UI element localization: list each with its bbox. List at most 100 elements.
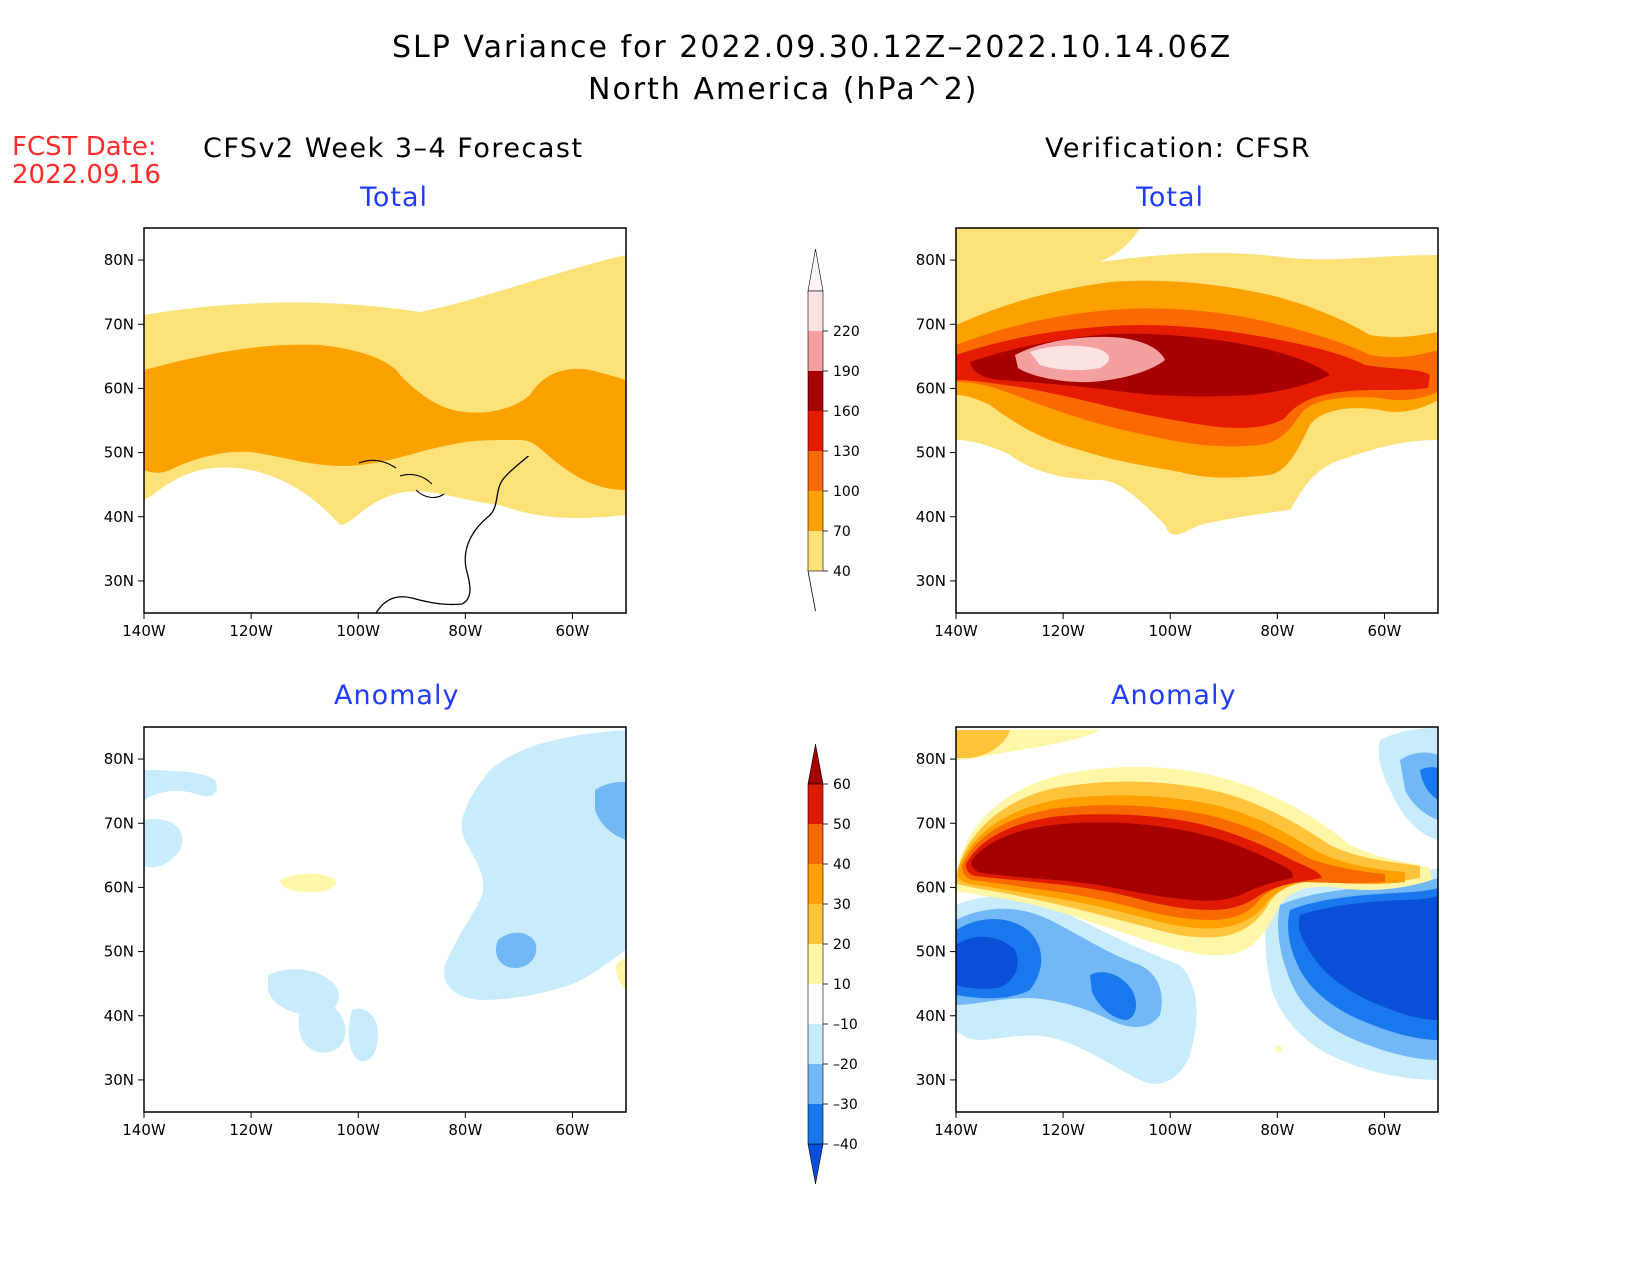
colorbar-swatch — [808, 331, 823, 371]
lon-tick-label: 140W — [934, 622, 978, 640]
colorbar-cap-top — [807, 248, 824, 292]
lat-tick-label: 30N — [916, 572, 946, 590]
lon-tick-label: 80W — [1260, 1121, 1294, 1139]
contour-neg10-forecast-anomaly-c — [444, 730, 626, 1000]
contour-neg10-forecast-anomaly-e — [298, 998, 346, 1053]
contour-60-verification-anomaly-main — [971, 822, 1293, 901]
colorbar-swatch — [808, 784, 823, 824]
colorbar-frame — [807, 290, 824, 572]
forecast-column-title: CFSv2 Week 3–4 Forecast — [203, 133, 584, 164]
lon-tick-label: 60W — [1367, 1121, 1401, 1139]
lat-tick-label: 30N — [916, 1071, 946, 1089]
colorbar-swatch — [808, 1024, 823, 1064]
contour-neg40-verification-anomaly-east — [1298, 896, 1438, 1020]
lon-tick-label: 80W — [1260, 622, 1294, 640]
colorbar-swatch — [808, 451, 823, 491]
lon-tick-label: 80W — [448, 622, 482, 640]
map-forecast-anomaly — [143, 726, 627, 1113]
panel-title-verification-total: Total — [1136, 182, 1205, 213]
colorbar-label: 30 — [833, 897, 851, 913]
lat-tick-label: 60N — [916, 379, 946, 397]
colorbar-swatch — [808, 984, 823, 1024]
lat-tick-label: 50N — [916, 943, 946, 961]
lat-tick-label: 80N — [104, 750, 134, 768]
contour-neg30-verification-anomaly-ne — [1420, 767, 1438, 800]
colorbar-swatch — [808, 371, 823, 411]
colorbar-anomaly: –40 –30 –20 –10 10 20 30 40 50 60 — [807, 743, 858, 1185]
lat-tick-label: 40N — [104, 1007, 134, 1025]
lat-tick-label: 70N — [104, 814, 134, 832]
colorbar-swatch — [808, 904, 823, 944]
colorbar-label: 160 — [833, 404, 860, 420]
colorbar-swatch — [808, 411, 823, 451]
lon-tick-label: 120W — [229, 622, 273, 640]
colorbar-label: 70 — [833, 524, 851, 540]
lon-tick-label: 140W — [122, 1121, 166, 1139]
colorbar-cap-bottom — [807, 1143, 824, 1185]
map-verification-anomaly — [955, 726, 1439, 1113]
colorbar-cap-bottom — [807, 570, 816, 612]
colorbar-label: –10 — [833, 1017, 858, 1033]
lat-tick-label: 60N — [916, 878, 946, 896]
lon-tick-label: 120W — [229, 1121, 273, 1139]
lat-tick-label: 40N — [104, 508, 134, 526]
lat-tick-label: 80N — [916, 251, 946, 269]
colorbar-frame — [807, 783, 824, 1145]
colorbar-label: –20 — [833, 1057, 858, 1073]
lat-tick-label: 80N — [104, 251, 134, 269]
lon-tick-label: 80W — [448, 1121, 482, 1139]
colorbar-swatch — [808, 824, 823, 864]
contour-neg10-forecast-anomaly-b — [144, 819, 183, 868]
lon-tick-label: 120W — [1041, 1121, 1085, 1139]
colorbar-swatch — [808, 864, 823, 904]
colorbar-swatch — [808, 1064, 823, 1104]
lon-tick-label: 100W — [1148, 622, 1192, 640]
map-forecast-total — [143, 227, 627, 614]
lat-tick-label: 30N — [104, 1071, 134, 1089]
lon-tick-label: 60W — [1367, 622, 1401, 640]
lat-tick-label: 70N — [104, 315, 134, 333]
contour-10-forecast-anomaly — [280, 873, 336, 892]
verification-column-title: Verification: CFSR — [1045, 133, 1312, 164]
contour-neg10-forecast-anomaly — [144, 770, 217, 800]
colorbar-label: 190 — [833, 364, 860, 380]
colorbar-swatch — [808, 491, 823, 531]
contour-20-verification-anomaly-nw — [956, 730, 1010, 758]
colorbar-label: 220 — [833, 324, 860, 340]
lat-tick-label: 30N — [104, 572, 134, 590]
chart-subtitle: North America (hPa^2) — [588, 72, 979, 107]
contour-neg30-verification-anomaly-mid — [1090, 972, 1136, 1020]
contour-neg20-forecast-anomaly — [495, 932, 537, 968]
colorbar-swatch — [808, 1104, 823, 1144]
fcst-date-value: 2022.09.16 — [12, 160, 161, 190]
contour-neg10-forecast-anomaly-f — [348, 1008, 378, 1062]
contour-neg40-verification-anomaly-west — [956, 936, 1018, 989]
lon-tick-label: 140W — [934, 1121, 978, 1139]
lat-tick-label: 50N — [104, 444, 134, 462]
lat-tick-label: 80N — [916, 750, 946, 768]
lat-tick-label: 50N — [916, 444, 946, 462]
colorbar-label: 50 — [833, 817, 851, 833]
lon-tick-label: 60W — [555, 622, 589, 640]
lat-tick-label: 70N — [916, 315, 946, 333]
panel-title-forecast-anomaly: Anomaly — [334, 680, 460, 711]
contour-220-verification-total — [1030, 345, 1110, 371]
lat-tick-label: 50N — [104, 943, 134, 961]
contour-70-forecast-total — [144, 344, 626, 490]
lon-tick-label: 120W — [1041, 622, 1085, 640]
colorbar-swatch — [808, 291, 823, 331]
colorbar-label: 20 — [833, 937, 851, 953]
lon-tick-label: 60W — [555, 1121, 589, 1139]
lat-tick-label: 40N — [916, 508, 946, 526]
map-axes: 80N 70N 60N 50N 40N 30N 140W 120W 100W 80W 60W 80N 7… — [104, 251, 1402, 1139]
colorbar-swatch — [808, 944, 823, 984]
colorbar-swatch — [808, 531, 823, 571]
colorbar-total: 40 70 100 130 160 190 220 — [807, 248, 860, 612]
lat-tick-label: 70N — [916, 814, 946, 832]
colorbar-label: –30 — [833, 1097, 858, 1113]
fcst-date-label: FCST Date: — [12, 132, 157, 162]
chart-title: SLP Variance for 2022.09.30.12Z–2022.10.… — [392, 30, 1233, 65]
colorbar-label: 40 — [833, 857, 851, 873]
lon-tick-label: 100W — [1148, 1121, 1192, 1139]
